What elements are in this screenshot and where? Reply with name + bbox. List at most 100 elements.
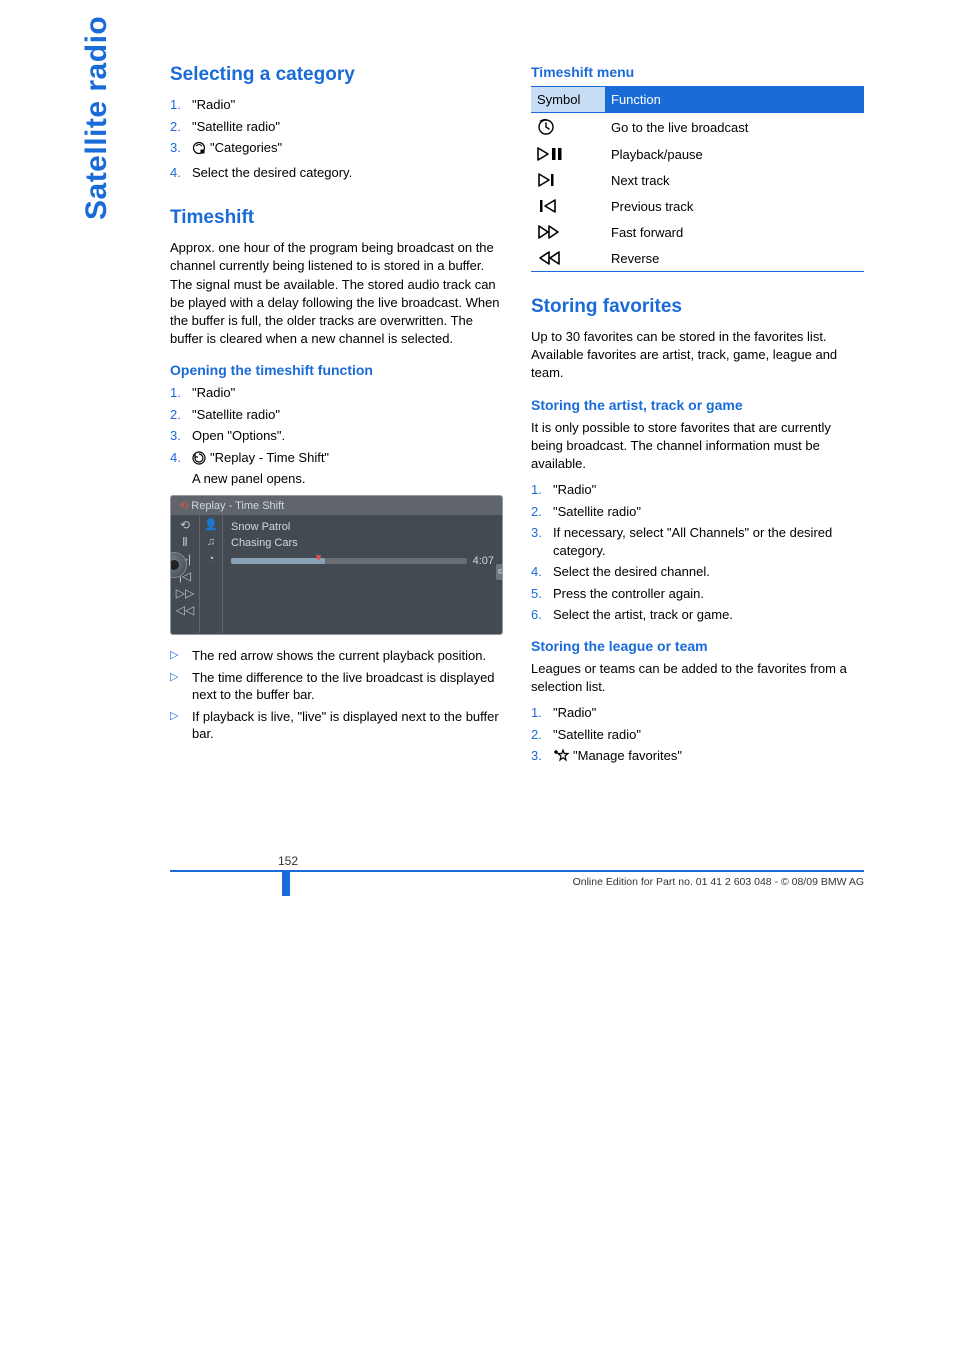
pause-icon: Ⅱ	[182, 536, 188, 548]
note-text: The red arrow shows the current playback…	[192, 647, 486, 665]
step-text: "Radio"	[553, 704, 864, 722]
step-text: "Satellite radio"	[553, 726, 864, 744]
step-text: Open "Options".	[192, 427, 503, 445]
screenshot-track: Chasing Cars	[231, 535, 494, 551]
table-cell: Playback/pause	[605, 141, 864, 167]
artist-steps: 1."Radio" 2."Satellite radio" 3.If neces…	[531, 481, 864, 624]
symbol-rw-icon	[531, 245, 605, 272]
screenshot-artist: Snow Patrol	[231, 519, 494, 535]
replay-icon	[192, 451, 206, 470]
step-text: "Satellite radio"	[192, 406, 503, 424]
step-number: 3.	[531, 747, 553, 765]
table-cell: Next track	[605, 167, 864, 193]
step-text: "Radio"	[192, 384, 503, 402]
star-plus-icon	[553, 749, 569, 768]
screenshot-mid-icons: 👤 ♫ ◔	[199, 515, 223, 633]
artist-description: It is only possible to store favorites t…	[531, 419, 864, 474]
screenshot-main: Snow Patrol Chasing Cars ▼ 4:07	[223, 515, 502, 633]
timeshift-description: Approx. one hour of the program being br…	[170, 239, 503, 348]
note-text: The time difference to the live broadcas…	[192, 669, 503, 704]
heading-storing-artist: Storing the artist, track or game	[531, 397, 864, 413]
heading-timeshift-menu: Timeshift menu	[531, 64, 864, 80]
buffer-time: 4:07	[473, 555, 494, 567]
table-header-symbol: Symbol	[531, 87, 605, 113]
step-label: "Replay - Time Shift"	[210, 450, 329, 465]
left-column: Selecting a category 1."Radio" 2."Satell…	[170, 60, 503, 774]
step-label: "Manage favorites"	[573, 748, 682, 763]
note-icon: ♫	[207, 536, 215, 548]
heading-timeshift: Timeshift	[170, 207, 503, 229]
step-text: "Replay - Time Shift" A new panel opens.	[192, 449, 503, 487]
triangle-bullet-icon: ▷	[170, 647, 192, 663]
categories-icon	[192, 141, 206, 160]
step-number: 4.	[531, 563, 553, 581]
opening-timeshift-steps: 1."Radio" 2."Satellite radio" 3.Open "Op…	[170, 384, 503, 487]
step-number: 3.	[170, 427, 192, 445]
step-text: Select the desired category.	[192, 164, 503, 182]
timeshift-screenshot: ⧉ ⟲ Replay - Time Shift ⟲ Ⅱ ▷| |◁ ▷▷ ◁◁ …	[170, 495, 503, 635]
footer-marker	[282, 870, 290, 896]
rw-icon: ◁◁	[176, 604, 194, 616]
page-number: 152	[278, 854, 864, 868]
symbol-live-icon	[531, 113, 605, 142]
step-text: "Radio"	[192, 96, 503, 114]
timeshift-menu-table: Symbol Function Go to the live broadcast…	[531, 86, 864, 272]
step-number: 5.	[531, 585, 553, 603]
table-cell: Reverse	[605, 245, 864, 272]
step-text: "Manage favorites"	[553, 747, 864, 768]
table-cell: Go to the live broadcast	[605, 113, 864, 142]
triangle-bullet-icon: ▷	[170, 669, 192, 685]
step-label: "Categories"	[210, 140, 282, 155]
step-number: 1.	[170, 96, 192, 114]
right-column: Timeshift menu Symbol Function Go to the…	[531, 60, 864, 774]
table-cell: Fast forward	[605, 219, 864, 245]
side-tab: Satellite radio	[80, 16, 114, 220]
league-description: Leagues or teams can be added to the fav…	[531, 660, 864, 696]
step-extra: A new panel opens.	[192, 471, 305, 486]
step-number: 2.	[170, 406, 192, 424]
screenshot-side-button: ⧉	[496, 564, 503, 580]
step-number: 3.	[531, 524, 553, 542]
table-cell: Previous track	[605, 193, 864, 219]
symbol-playpause-icon	[531, 141, 605, 167]
step-number: 2.	[531, 726, 553, 744]
step-text: Press the controller again.	[553, 585, 864, 603]
clock-small-icon: ◔	[208, 553, 215, 565]
playback-arrow-icon: ▼	[313, 553, 323, 564]
page-footer: 152 Online Edition for Part no. 01 41 2 …	[170, 854, 864, 890]
symbol-ff-icon	[531, 219, 605, 245]
step-number: 2.	[531, 503, 553, 521]
person-icon: 👤	[204, 519, 218, 531]
favorites-description: Up to 30 favorites can be stored in the …	[531, 328, 864, 383]
step-text: "Categories"	[192, 139, 503, 160]
buffer-bar: ▼	[231, 558, 467, 564]
step-number: 1.	[531, 481, 553, 499]
step-text: If necessary, select "All Channels" or t…	[553, 524, 864, 559]
clock-icon: ⟲	[180, 519, 190, 531]
heading-opening-timeshift: Opening the timeshift function	[170, 362, 503, 378]
step-text: "Radio"	[553, 481, 864, 499]
step-text: "Satellite radio"	[192, 118, 503, 136]
screenshot-title: ⟲ Replay - Time Shift	[171, 496, 502, 515]
heading-storing-favorites: Storing favorites	[531, 296, 864, 318]
league-steps: 1."Radio" 2."Satellite radio" 3. "Manage…	[531, 704, 864, 768]
symbol-prev-icon	[531, 193, 605, 219]
ff-icon: ▷▷	[176, 587, 194, 599]
heading-storing-league: Storing the league or team	[531, 638, 864, 654]
triangle-bullet-icon: ▷	[170, 708, 192, 724]
edition-line: Online Edition for Part no. 01 41 2 603 …	[573, 876, 864, 888]
step-text: Select the desired channel.	[553, 563, 864, 581]
step-text: "Satellite radio"	[553, 503, 864, 521]
step-number: 4.	[170, 449, 192, 467]
step-number: 1.	[531, 704, 553, 722]
content-columns: Selecting a category 1."Radio" 2."Satell…	[170, 60, 864, 774]
step-text: Select the artist, track or game.	[553, 606, 864, 624]
step-number: 2.	[170, 118, 192, 136]
footer-rule-right	[290, 870, 864, 872]
buffer-bar-fill	[231, 558, 325, 564]
note-text: If playback is live, "live" is displayed…	[192, 708, 503, 743]
step-number: 4.	[170, 164, 192, 182]
step-number: 1.	[170, 384, 192, 402]
table-header-function: Function	[605, 87, 864, 113]
symbol-next-icon	[531, 167, 605, 193]
